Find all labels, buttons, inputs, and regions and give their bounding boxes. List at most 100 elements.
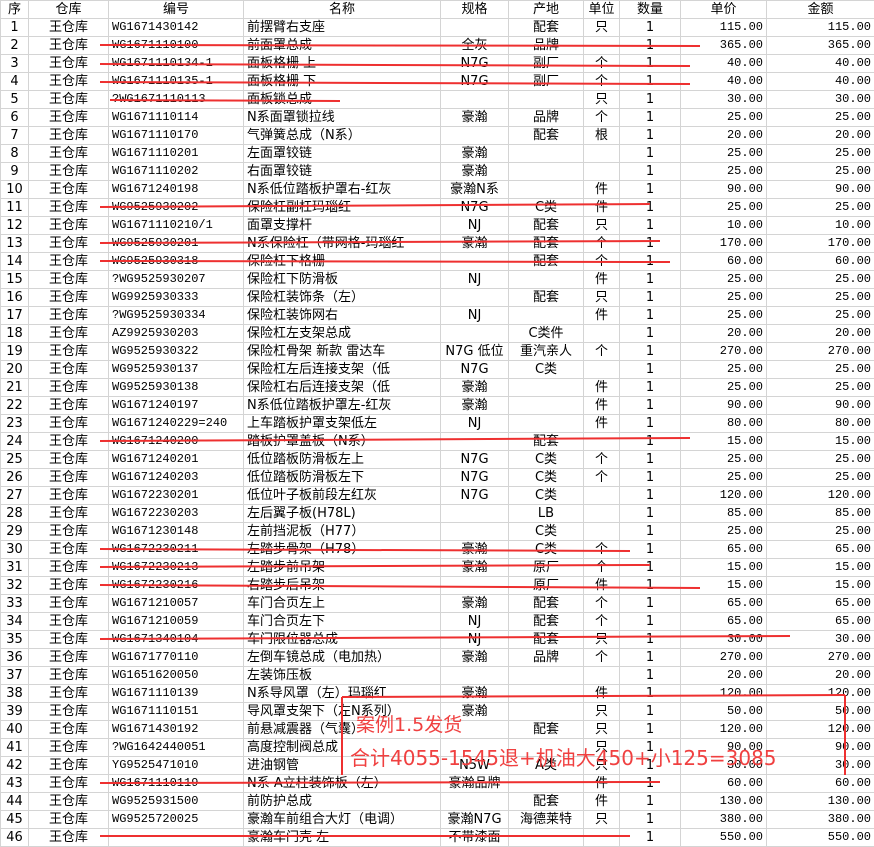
cell: 王仓库	[29, 721, 109, 739]
cell: 380.00	[681, 811, 767, 829]
cell: 270.00	[681, 649, 767, 667]
cell: C类	[509, 523, 584, 541]
cell: 王仓库	[29, 433, 109, 451]
cell: 个	[584, 559, 620, 577]
cell: 王仓库	[29, 559, 109, 577]
cell: 90.00	[767, 397, 874, 415]
cell: 31	[1, 559, 29, 577]
cell: 保险杠右后连接支架（低	[244, 379, 441, 397]
cell: WG1671110135-1	[109, 73, 244, 91]
cell: 海德莱特	[509, 811, 584, 829]
cell	[441, 793, 509, 811]
note-line: 案例1.5发货	[356, 710, 462, 737]
cell: 个	[584, 235, 620, 253]
cell: 王仓库	[29, 685, 109, 703]
cell: 豪瀚	[441, 685, 509, 703]
cell: 原厂	[509, 559, 584, 577]
cell: 25.00	[767, 469, 874, 487]
cell: 王仓库	[29, 523, 109, 541]
cell: 1	[620, 577, 681, 595]
cell: 产地	[509, 1, 584, 19]
cell: 90.00	[767, 739, 874, 757]
cell: 30.00	[767, 757, 874, 775]
cell: 副厂	[509, 73, 584, 91]
cell	[509, 829, 584, 847]
cell: 王仓库	[29, 469, 109, 487]
cell: 左面罩铰链	[244, 145, 441, 163]
cell: 1	[620, 829, 681, 847]
cell: NJ	[441, 271, 509, 289]
cell: 豪瀚品牌	[441, 775, 509, 793]
cell: 左踏步骨架（H78）	[244, 541, 441, 559]
cell: WG1671110114	[109, 109, 244, 127]
cell: 115.00	[767, 19, 874, 37]
cell: N7G	[441, 487, 509, 505]
cell: ?WG9525930334	[109, 307, 244, 325]
cell: 王仓库	[29, 37, 109, 55]
cell	[584, 829, 620, 847]
cell: 王仓库	[29, 793, 109, 811]
cell	[441, 19, 509, 37]
cell	[509, 703, 584, 721]
cell: 个	[584, 649, 620, 667]
cell	[509, 145, 584, 163]
cell: WG9525930322	[109, 343, 244, 361]
cell: 1	[620, 451, 681, 469]
cell	[584, 523, 620, 541]
cell	[509, 181, 584, 199]
cell: 豪瀚	[441, 163, 509, 181]
cell: 115.00	[681, 19, 767, 37]
cell: 只	[584, 289, 620, 307]
cell: 1	[620, 307, 681, 325]
cell: 1	[620, 217, 681, 235]
cell	[441, 325, 509, 343]
cell: 65.00	[767, 613, 874, 631]
cell: 王仓库	[29, 775, 109, 793]
cell	[584, 145, 620, 163]
cell: 个	[584, 451, 620, 469]
cell: WG1671110100	[109, 37, 244, 55]
cell: 件	[584, 307, 620, 325]
cell: 30	[1, 541, 29, 559]
cell: 1	[620, 505, 681, 523]
cell: WG1671110119	[109, 775, 244, 793]
cell: WG1671240203	[109, 469, 244, 487]
cell: 13	[1, 235, 29, 253]
cell: 1	[620, 667, 681, 685]
cell: 25.00	[681, 379, 767, 397]
cell: 1	[620, 73, 681, 91]
cell: 25.00	[767, 289, 874, 307]
cell: 车门合页左上	[244, 595, 441, 613]
cell: 豪瀚N系	[441, 181, 509, 199]
cell: 90.00	[681, 397, 767, 415]
cell: 15.00	[681, 577, 767, 595]
cell: N7G 低位	[441, 343, 509, 361]
cell: 1	[620, 415, 681, 433]
cell: 12	[1, 217, 29, 235]
cell: 1	[620, 469, 681, 487]
cell: 80.00	[767, 415, 874, 433]
cell: 170.00	[767, 235, 874, 253]
cell: 30.00	[767, 631, 874, 649]
cell: 件	[584, 181, 620, 199]
cell: 配套	[509, 793, 584, 811]
cell: WG1671430192	[109, 721, 244, 739]
cell: 个	[584, 73, 620, 91]
cell: 王仓库	[29, 577, 109, 595]
cell: 个	[584, 469, 620, 487]
cell	[441, 127, 509, 145]
cell: 低位叶子板前段左红灰	[244, 487, 441, 505]
cell: 王仓库	[29, 595, 109, 613]
cell: NJ	[441, 307, 509, 325]
cell: 王仓库	[29, 451, 109, 469]
cell: 1	[620, 235, 681, 253]
